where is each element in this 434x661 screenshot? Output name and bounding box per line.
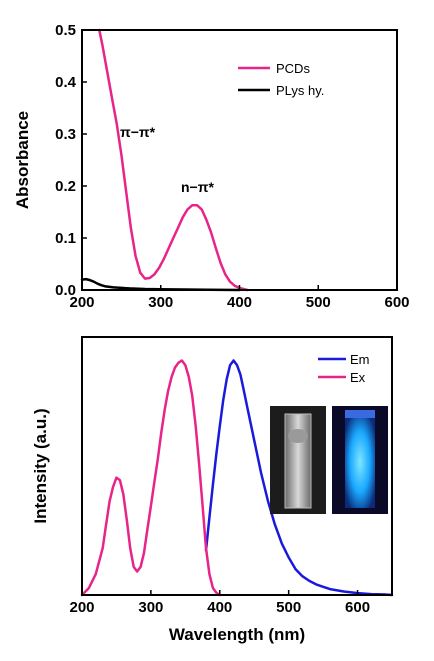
annotation-n-pi-star: n−π* [181,179,214,195]
legend-label-pcds: PCDs [276,61,310,76]
absorbance-y-tick-label: 0.0 [55,282,76,299]
fluorescence-x-ticks: 200 300 400 500 600 [69,590,370,616]
fluorescence-x-tick-label: 300 [138,599,163,616]
fluorescence-x-tick-label: 400 [207,599,232,616]
absorbance-x-tick-label: 300 [148,294,173,311]
daylight-cuvette-cap [288,429,308,443]
absorbance-legend: PCDs PLys hy. [238,61,324,98]
fluorescence-x-tick-label: 200 [69,599,94,616]
absorbance-y-tick-label: 0.3 [55,126,76,143]
legend-label-plys: PLys hy. [276,83,324,98]
absorbance-y-tick-label: 0.4 [55,74,77,91]
absorbance-y-ticks: 0.0 0.1 0.2 0.3 0.4 0.5 [55,22,87,299]
uv-cuvette-top [345,410,375,418]
absorbance-y-tick-label: 0.2 [55,178,76,195]
fluorescence-series-line-em [204,359,394,597]
fluorescence-y-axis-title: Intensity (a.u.) [31,408,50,523]
fluorescence-legend: Em Ex [318,352,370,385]
absorbance-x-ticks: 200 300 400 500 600 [69,285,410,311]
daylight-cuvette-icon [284,413,312,509]
fluorescence-x-tick-label: 600 [345,599,370,616]
absorbance-y-axis-title: Absorbance [13,111,32,209]
absorbance-series-line-pcds [98,28,249,292]
absorbance-panel: 200 300 400 500 600 0.0 0.1 0.2 0.3 0.4 0.5 Absor… [13,22,410,311]
uv-cuvette-glow-icon [345,416,375,508]
absorbance-x-tick-label: 400 [227,294,252,311]
fluorescence-plot-frame [81,336,393,596]
legend-label-em: Em [350,352,370,367]
absorbance-y-tick-label: 0.1 [55,230,76,247]
fluorescence-series-line-ex [80,359,222,597]
fluorescence-x-tick-label: 500 [276,599,301,616]
fluorescence-plot-area [80,359,394,597]
cuvette-photo-inset [270,406,388,514]
fluorescence-panel: 200 300 400 500 600 Intensity (a.u.) Wavelen… [31,336,394,644]
legend-label-ex: Ex [350,370,366,385]
fluorescence-x-axis-title: Wavelength (nm) [169,625,305,644]
absorbance-y-tick-label: 0.5 [55,22,76,39]
absorbance-x-tick-label: 500 [306,294,331,311]
annotation-pi-pi-star: π−π* [120,124,156,140]
absorbance-x-tick-label: 600 [384,294,409,311]
absorbance-x-tick-label: 200 [69,294,94,311]
absorbance-plot-area [80,28,249,292]
